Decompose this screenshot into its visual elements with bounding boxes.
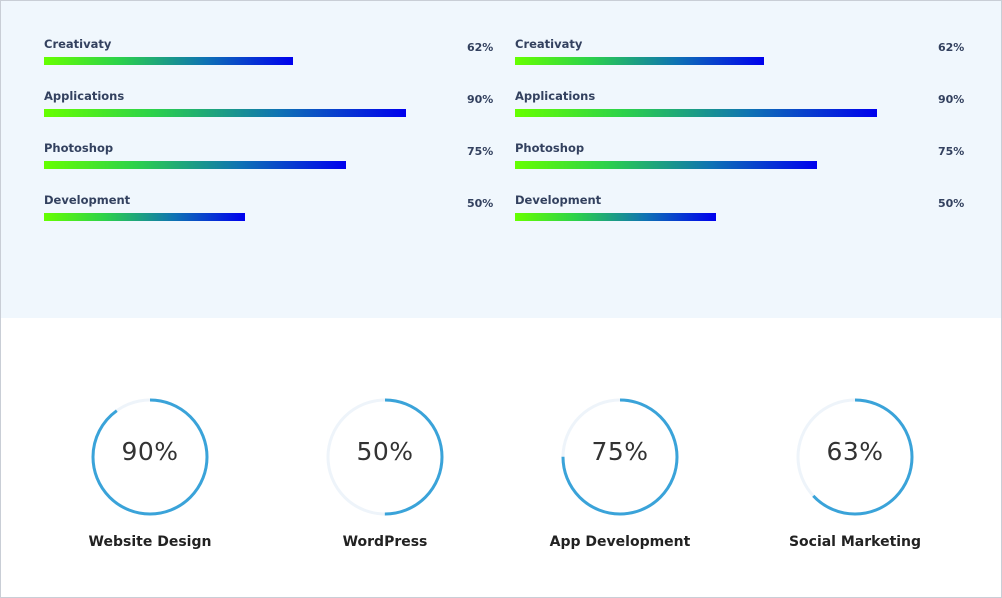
skill-label: Photoshop bbox=[515, 141, 585, 155]
skill-row: Creativaty 62% bbox=[44, 37, 494, 77]
skill-percent: 50% bbox=[467, 197, 494, 210]
skill-percent: 62% bbox=[938, 41, 965, 54]
skill-bar-track bbox=[44, 57, 446, 65]
skill-bar-track bbox=[515, 161, 917, 169]
circle-percent-value: 90% bbox=[121, 437, 179, 466]
skill-bar-fill bbox=[44, 161, 346, 169]
skill-label: Creativaty bbox=[44, 37, 112, 51]
skill-row: Development 50% bbox=[515, 193, 965, 233]
skill-label: Development bbox=[44, 193, 131, 207]
circle-label: Social Marketing bbox=[788, 534, 922, 550]
skill-bar-track bbox=[515, 57, 917, 65]
circle-progress-ring bbox=[796, 398, 914, 516]
ring-fill bbox=[561, 398, 679, 516]
circle-progress-item: 50% WordPress bbox=[275, 397, 495, 557]
skill-bar-track bbox=[44, 213, 446, 221]
circle-label: WordPress bbox=[342, 534, 428, 550]
skill-row: Photoshop 75% bbox=[44, 141, 494, 181]
skill-label: Creativaty bbox=[515, 37, 583, 51]
circle-progress-ring bbox=[326, 398, 444, 516]
skill-label: Applications bbox=[515, 89, 596, 103]
circle-percent-value: 75% bbox=[591, 437, 649, 466]
ring-fill bbox=[326, 398, 444, 516]
skill-label: Applications bbox=[44, 89, 125, 103]
skill-percent: 62% bbox=[467, 41, 494, 54]
skill-label: Development bbox=[515, 193, 602, 207]
skill-row: Applications 90% bbox=[44, 89, 494, 129]
skill-bar-track bbox=[44, 109, 446, 117]
skill-bar-fill bbox=[515, 161, 817, 169]
circle-percent-value: 63% bbox=[826, 437, 884, 466]
skill-row: Applications 90% bbox=[515, 89, 965, 129]
skill-percent: 90% bbox=[467, 93, 494, 106]
circle-label: App Development bbox=[549, 534, 691, 550]
circle-progress-item: 63% Social Marketing bbox=[745, 397, 965, 557]
skill-percent: 90% bbox=[938, 93, 965, 106]
skill-bar-fill bbox=[515, 213, 716, 221]
skill-percent: 75% bbox=[467, 145, 494, 158]
skill-row: Photoshop 75% bbox=[515, 141, 965, 181]
skill-bar-track bbox=[515, 213, 917, 221]
skill-label: Photoshop bbox=[44, 141, 114, 155]
circle-progress-ring bbox=[561, 398, 679, 516]
circle-percent-value: 50% bbox=[356, 437, 414, 466]
skill-bar-track bbox=[44, 161, 446, 169]
skill-bar-fill bbox=[44, 109, 406, 117]
skill-row: Development 50% bbox=[44, 193, 494, 233]
circle-progress-item: 90% Website Design bbox=[40, 397, 260, 557]
ring-fill bbox=[91, 398, 209, 516]
skill-bar-fill bbox=[44, 57, 294, 65]
skill-bar-fill bbox=[44, 213, 245, 221]
circle-progress-ring bbox=[91, 398, 209, 516]
skill-bar-fill bbox=[515, 109, 877, 117]
skill-percent: 75% bbox=[938, 145, 965, 158]
ring-fill bbox=[796, 398, 914, 516]
skill-percent: 50% bbox=[938, 197, 965, 210]
circle-label: Website Design bbox=[88, 534, 212, 550]
circle-progress-section: 90% Website Design 50% WordPress 75% App… bbox=[0, 318, 1002, 598]
circle-progress-item: 75% App Development bbox=[510, 397, 730, 557]
skill-bar-fill bbox=[515, 57, 765, 65]
skills-section: Creativaty 62% Applications 90% Photosho… bbox=[1, 1, 1001, 318]
skill-row: Creativaty 62% bbox=[515, 37, 965, 77]
skill-bar-track bbox=[515, 109, 917, 117]
